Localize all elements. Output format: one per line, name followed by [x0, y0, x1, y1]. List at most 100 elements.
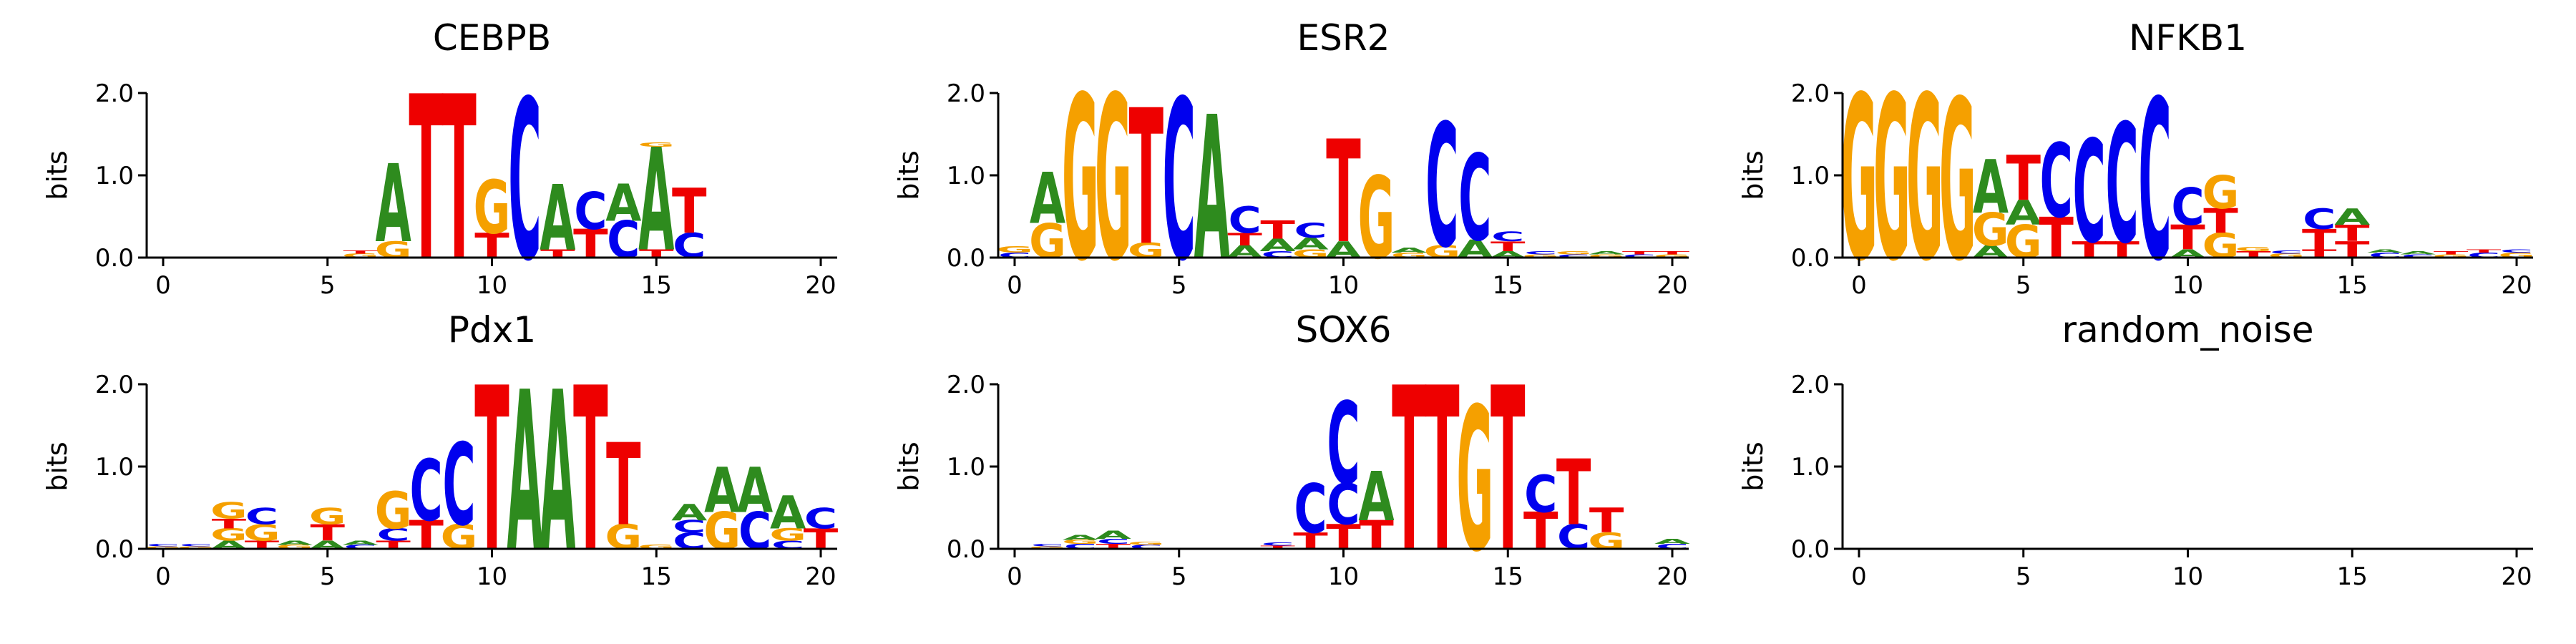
logo-letter-T: T — [1227, 230, 1262, 250]
logo-letter-G: G — [1588, 253, 1625, 258]
logo-letter-A: A — [1457, 235, 1493, 264]
y-axis-label: bits — [1737, 441, 1769, 491]
logo-letter-C: C — [1557, 518, 1590, 557]
y-tick-label: 2.0 — [947, 371, 985, 399]
x-tick-label: 15 — [1493, 562, 1523, 591]
logo-letter-T: T — [474, 340, 509, 602]
logo-letter-T: T — [310, 519, 345, 546]
logo-letter-T: T — [606, 420, 641, 551]
logo-letter-G: G — [145, 546, 182, 550]
logo-letter-G: G — [1029, 215, 1066, 270]
logo-letter-A: A — [1030, 158, 1065, 240]
logo-letter-C: C — [574, 182, 607, 240]
x-tick-label: 5 — [1171, 562, 1187, 591]
logo-letter-A: A — [605, 175, 642, 233]
logo-letter-A: A — [376, 142, 411, 267]
logo-letter-C: C — [2401, 253, 2434, 258]
logo-letter-C: C — [998, 251, 1031, 259]
y-tick-label: 1.0 — [947, 453, 985, 482]
logo-letter-G: G — [1972, 204, 2009, 256]
logo-letter-T: T — [343, 249, 378, 254]
logo-letter-C: C — [508, 54, 541, 310]
x-tick-label: 0 — [155, 562, 171, 591]
panel-title: SOX6 — [1296, 309, 1392, 351]
logo-letter-G: G — [638, 141, 675, 147]
logo-letter-T: T — [1491, 239, 1526, 255]
logo-letter-A: A — [2400, 250, 2436, 255]
logo-letter-G: G — [1873, 48, 1911, 311]
logo-letter-G: G — [375, 482, 412, 540]
logo-letter-C: C — [1491, 229, 1524, 245]
logo-letter-G: G — [1095, 48, 1132, 311]
x-tick-label: 0 — [155, 271, 171, 300]
logo-letter-C: C — [1097, 537, 1130, 545]
logo-letter-G: G — [1062, 539, 1099, 545]
logo-letter-C: C — [1294, 469, 1327, 549]
logo-letter-C: C — [1524, 250, 1557, 255]
logo-letter-G: G — [2268, 253, 2305, 259]
logo-letter-T: T — [2170, 218, 2205, 258]
logo-letter-A: A — [343, 540, 379, 546]
logo-letter-A: A — [2334, 205, 2371, 230]
logo-letter-C: C — [344, 544, 377, 550]
logo-letter-A: A — [1292, 235, 1329, 253]
panel-title: NFKB1 — [2129, 17, 2247, 59]
logo-letter-C: C — [2105, 89, 2138, 280]
logo-letter-T: T — [2434, 250, 2469, 255]
x-tick-label: 15 — [2337, 271, 2368, 300]
logo-letter-A: A — [507, 346, 542, 601]
logo-letter-T: T — [2006, 142, 2041, 215]
logo-letter-A: A — [2367, 248, 2404, 253]
x-tick-label: 5 — [1171, 271, 1187, 300]
logo-letter-G: G — [1840, 48, 1878, 311]
x-tick-label: 20 — [1657, 562, 1687, 591]
logo-letter-T: T — [1556, 441, 1591, 547]
logo-letter-T: T — [409, 513, 444, 559]
y-tick-label: 2.0 — [1791, 371, 1830, 399]
logo-letter-C: C — [1327, 472, 1360, 538]
logo-letter-A: A — [770, 487, 806, 540]
y-tick-label: 0.0 — [95, 535, 134, 564]
logo-letter-C: C — [738, 502, 771, 560]
x-tick-label: 5 — [2016, 271, 2031, 300]
logo-letter-G: G — [474, 166, 511, 251]
logo-letter-T: T — [212, 516, 247, 532]
y-axis-label: bits — [42, 441, 73, 491]
x-tick-label: 20 — [2501, 271, 2532, 300]
logo-letter-G: G — [703, 502, 741, 560]
logo-letter-G: G — [1029, 546, 1066, 550]
logo-letter-G: G — [2202, 167, 2240, 219]
logo-letter-T: T — [2302, 223, 2337, 256]
logo-letter-G: G — [2498, 251, 2535, 259]
x-tick-label: 10 — [2172, 271, 2203, 300]
logo-letter-C: C — [2467, 251, 2500, 259]
logo-letter-T: T — [672, 175, 707, 248]
logo-letter-C: C — [442, 421, 475, 552]
logo-letter-C: C — [2303, 203, 2336, 236]
logo-letter-G: G — [1906, 48, 1943, 311]
x-tick-label: 10 — [1328, 562, 1359, 591]
logo-letter-A: A — [540, 346, 575, 601]
logo-letter-T: T — [573, 340, 608, 602]
logo-letter-A: A — [277, 540, 313, 546]
logo-letter-G: G — [1391, 251, 1428, 259]
logo-letter-C: C — [2171, 177, 2204, 236]
y-axis-label: bits — [42, 150, 73, 200]
y-tick-label: 1.0 — [1791, 162, 1830, 190]
y-tick-label: 1.0 — [95, 453, 134, 482]
y-tick-label: 2.0 — [1791, 79, 1830, 108]
logo-letter-C: C — [1623, 253, 1656, 258]
logo-letter-G: G — [605, 518, 642, 557]
logo-letter-T: T — [1589, 502, 1624, 541]
panel-title: CEBPB — [433, 17, 551, 59]
logo-letter-A: A — [1654, 537, 1690, 545]
logo-letter-T: T — [1622, 250, 1657, 255]
logo-letter-T: T — [1655, 250, 1690, 255]
y-axis-label: bits — [893, 150, 924, 200]
logo-letter-A: A — [2006, 194, 2041, 233]
logo-letters: GCGCAGTGTGCGAATGCATCGTCGCTAATGTGCCAGACAC… — [145, 340, 838, 602]
x-tick-label: 10 — [2172, 562, 2203, 591]
y-tick-label: 0.0 — [947, 244, 985, 273]
